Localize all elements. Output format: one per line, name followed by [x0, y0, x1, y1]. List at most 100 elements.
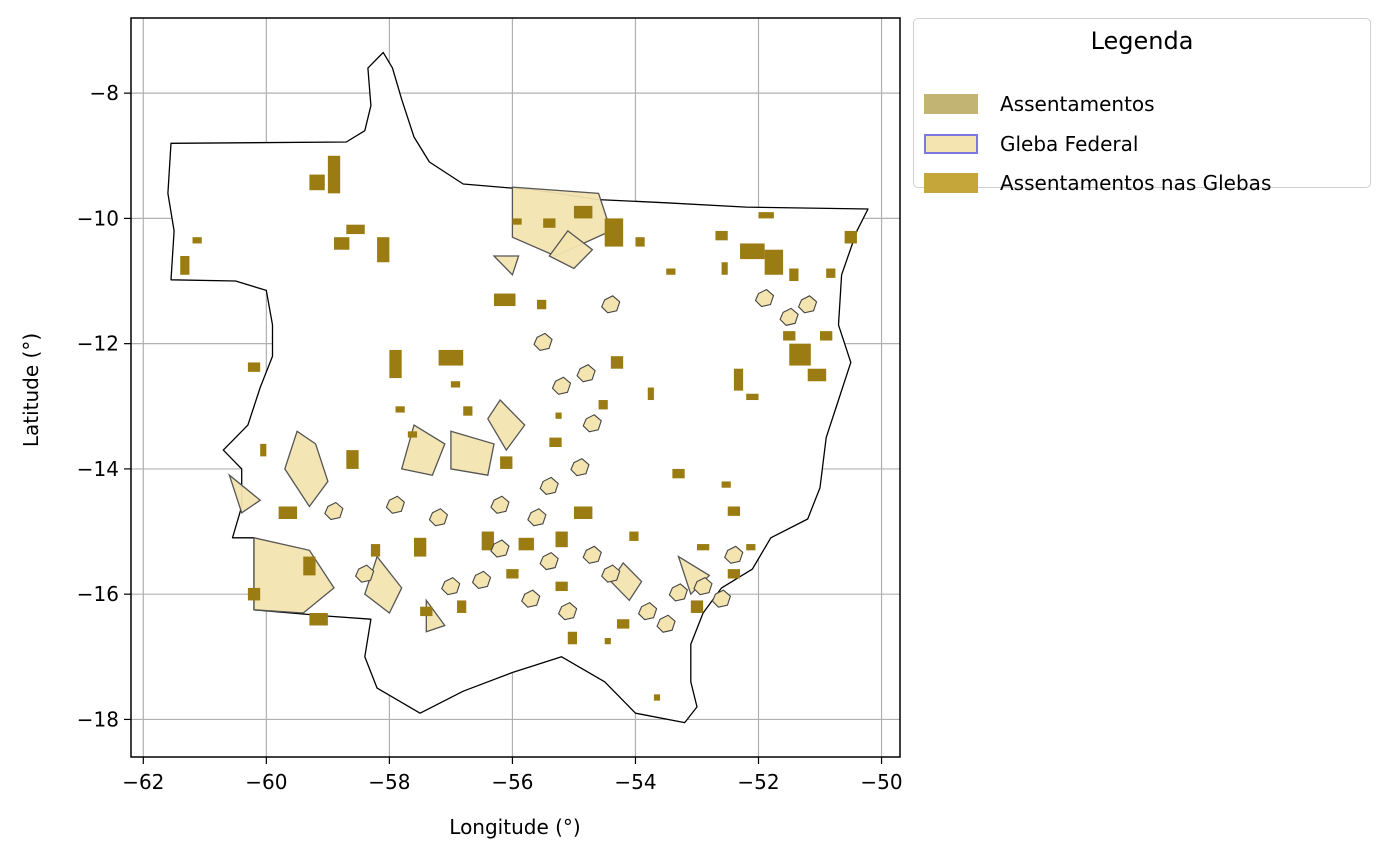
assentamento-patch	[789, 268, 799, 282]
legend-swatch-assentamentos	[924, 94, 978, 114]
assentamento-gleba-outline	[637, 602, 658, 621]
assentamento-patch	[555, 412, 562, 419]
assentamento-patch	[727, 506, 741, 516]
assentamento-patch	[758, 212, 774, 219]
assentamento-patch	[598, 400, 608, 410]
assentamento-gleba-outline	[385, 495, 406, 514]
legend-label: Gleba Federal	[1000, 132, 1139, 156]
assentamento-patch	[746, 393, 759, 401]
assentamento-patch	[180, 255, 190, 275]
assentamento-patch	[610, 356, 624, 369]
assentamento-patch	[727, 569, 741, 579]
x-tick-label: −58	[368, 770, 410, 794]
y-tick-label: −12	[77, 332, 119, 356]
y-tick-label: −10	[77, 206, 119, 230]
assentamento-gleba-outline	[441, 576, 461, 596]
assentamento-gleba-outline	[582, 545, 602, 564]
gleba-federal-polygon	[487, 398, 526, 452]
assentamento-patch	[617, 619, 630, 629]
x-tick-label: −62	[122, 770, 164, 794]
assentamento-patch	[457, 600, 467, 613]
assentamento-gleba-outline	[693, 576, 713, 596]
legend-label: Assentamentos	[1000, 92, 1155, 116]
assentamento-patch	[604, 218, 624, 247]
assentamento-patch	[518, 537, 534, 551]
assentamento-patch	[420, 606, 433, 617]
assentamento-gleba-outline	[797, 295, 818, 314]
assentamento-gleba-outline	[601, 564, 621, 583]
assentamento-patch	[438, 349, 464, 366]
gleba-federal-polygon	[364, 555, 403, 614]
assentamento-patch	[555, 531, 568, 548]
assentamento-gleba-outline	[490, 495, 510, 514]
legend-swatch-gleba	[924, 134, 978, 154]
assentamento-patch	[370, 544, 381, 557]
assentamento-patch	[413, 537, 427, 557]
assentamento-patch	[260, 443, 267, 457]
assentamento-gleba-outline	[576, 364, 596, 383]
assentamento-patch	[653, 694, 661, 701]
assentamento-gleba-outline	[324, 501, 344, 521]
assentamento-gleba-outline	[539, 551, 559, 571]
assentamento-gleba-outline	[471, 570, 492, 589]
legend-item-assentamentos: Assentamentos	[924, 91, 1155, 117]
state-outline	[167, 51, 869, 724]
assentamento-patch	[672, 468, 685, 479]
assentamento-gleba-outline	[527, 508, 547, 527]
assentamento-patch	[820, 331, 833, 341]
assentamento-patch	[647, 387, 654, 401]
axis-ticks: −62 −60 −58 −56 −54 −52 −50 −8 −10 −12 −14 −16 −18	[77, 81, 903, 794]
assentamento-gleba-outline	[724, 545, 744, 564]
legend-item-gleba-federal: Gleba Federal	[924, 131, 1138, 157]
legend: Legenda Assentamentos Gleba Federal Asse…	[913, 18, 1371, 195]
assentamento-patch	[247, 587, 261, 601]
x-tick-label: −54	[614, 770, 656, 794]
y-axis-label: Latitude (°)	[19, 333, 43, 447]
assentamento-patch	[555, 581, 568, 592]
assentamento-patch	[721, 481, 731, 488]
assentamento-gleba-outline	[490, 539, 510, 558]
assentamento-patch	[247, 362, 261, 372]
y-tick-label: −18	[77, 707, 119, 731]
x-tick-label: −56	[491, 770, 533, 794]
assentamento-patch	[746, 544, 756, 551]
gleba-federal-polygon	[284, 430, 329, 508]
assentamento-patch	[604, 638, 611, 645]
assentamento-gleba-outline	[779, 307, 799, 326]
gleba-federal-polygon	[492, 255, 520, 277]
assentamento-patch	[740, 243, 765, 260]
assentamento-patch	[696, 544, 710, 551]
assentamento-gleba-outline	[656, 614, 676, 633]
assentamento-gleba-outline	[533, 332, 553, 352]
assentamento-patch	[733, 368, 744, 391]
assentamento-gleba-outline	[557, 602, 578, 621]
assentamento-patch	[635, 237, 645, 247]
assentamento-patch	[493, 293, 516, 307]
assentamento-patch	[481, 531, 494, 551]
gleba-federal-polygon	[400, 424, 446, 476]
assentamento-patch	[690, 600, 704, 613]
assentamento-patch	[389, 349, 402, 379]
assentamento-patch	[309, 174, 325, 191]
assentamento-patch	[721, 262, 728, 275]
x-tick-label: −60	[245, 770, 287, 794]
x-tick-label: −52	[737, 770, 779, 794]
assentamento-gleba-outline	[551, 376, 572, 395]
assentamento-gleba-outline	[354, 564, 375, 583]
assentamento-patch	[537, 299, 547, 310]
assentamento-patch	[450, 381, 461, 388]
assentamento-patch	[543, 218, 556, 228]
assentamento-patch	[666, 268, 676, 275]
legend-swatch-assentamentos-glebas	[924, 173, 978, 193]
assentamento-gleba-outline	[711, 589, 732, 608]
assentamento-patch	[334, 237, 350, 250]
assentamento-gleba-outline	[754, 288, 775, 308]
assentamento-patch	[303, 556, 316, 576]
assentamento-gleba-outline	[668, 583, 689, 602]
assentamento-patch	[844, 230, 857, 244]
assentamento-patch	[500, 456, 513, 469]
assentamento-gleba-outline	[582, 414, 602, 433]
assentamento-patch	[377, 237, 390, 263]
assentamento-patch	[395, 406, 405, 413]
legend-label: Assentamentos nas Glebas	[1000, 171, 1272, 195]
